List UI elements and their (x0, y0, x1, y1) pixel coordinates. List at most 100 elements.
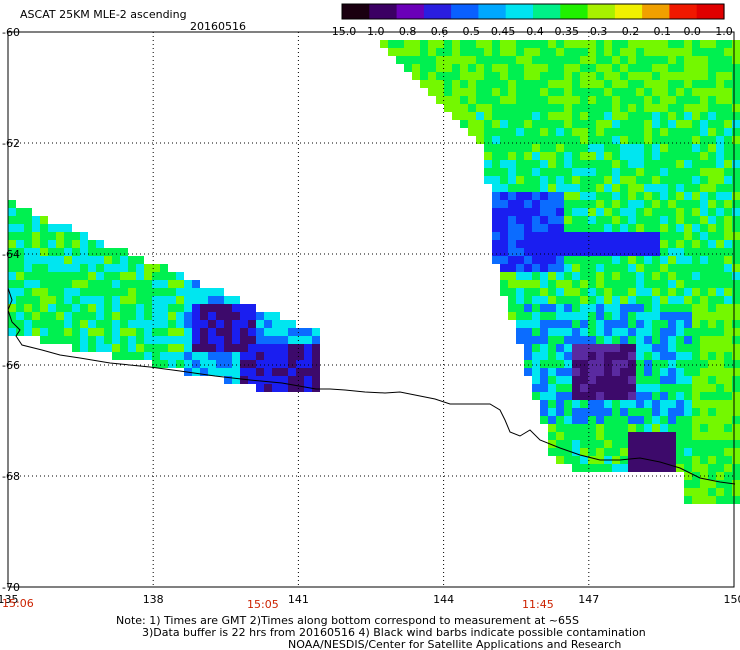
colorbar-swatch (505, 4, 534, 19)
swath-cell (248, 368, 256, 376)
swath-cell (572, 440, 580, 448)
swath-cell (580, 232, 588, 240)
swath-cell (644, 96, 652, 104)
swath-cell (636, 376, 644, 384)
swath-cell (604, 400, 612, 408)
swath-cell (72, 328, 80, 336)
swath-cell (604, 280, 612, 288)
swath-cell (644, 296, 652, 304)
swath-cell (660, 240, 668, 248)
colorbar-swatch (696, 4, 725, 19)
swath-cell (80, 296, 88, 304)
swath-cell (548, 48, 556, 56)
swath-cell (652, 176, 660, 184)
swath-cell (708, 432, 716, 440)
swath-cell (572, 48, 580, 56)
swath-cell (452, 40, 460, 48)
swath-cell (732, 120, 740, 128)
swath-cell (684, 464, 692, 472)
swath-cell (532, 152, 540, 160)
swath-cell (232, 376, 240, 384)
swath-cell (272, 320, 280, 328)
swath-cell (460, 112, 468, 120)
swath-cell (628, 248, 636, 256)
swath-cell (676, 72, 684, 80)
swath-cell (112, 296, 120, 304)
swath-cell (620, 64, 628, 72)
swath-cell (508, 224, 516, 232)
swath-cell (732, 424, 740, 432)
swath-cell (484, 72, 492, 80)
swath-cell (612, 104, 620, 112)
swath-cell (628, 96, 636, 104)
swath-cell (248, 328, 256, 336)
swath-cell (700, 48, 708, 56)
swath-cell (136, 256, 144, 264)
swath-cell (732, 376, 740, 384)
swath-cell (716, 96, 724, 104)
swath-cell (644, 320, 652, 328)
swath-cell (732, 408, 740, 416)
swath-cell (516, 224, 524, 232)
swath-cell (572, 416, 580, 424)
swath-cell (692, 200, 700, 208)
swath-cell (636, 184, 644, 192)
swath-cell (48, 264, 56, 272)
swath-cell (660, 144, 668, 152)
swath-cell (604, 384, 612, 392)
swath-cell (708, 136, 716, 144)
swath-cell (676, 232, 684, 240)
swath-cell (40, 304, 48, 312)
swath-cell (580, 248, 588, 256)
swath-cell (652, 112, 660, 120)
swath-cell (636, 256, 644, 264)
longitude-labels: 135138141144147150 (0, 593, 740, 606)
swath-cell (484, 128, 492, 136)
swath-cell (572, 264, 580, 272)
swath-cell (548, 40, 556, 48)
swath-cell (88, 304, 96, 312)
swath-cell (596, 88, 604, 96)
swath-cell (692, 304, 700, 312)
swath-cell (700, 56, 708, 64)
swath-cell (596, 192, 604, 200)
swath-cell (524, 312, 532, 320)
swath-cell (500, 264, 508, 272)
swath-cell (80, 344, 88, 352)
swath-cell (692, 296, 700, 304)
swath-cell (452, 72, 460, 80)
swath-cell (484, 40, 492, 48)
swath-cell (692, 216, 700, 224)
swath-cell (692, 312, 700, 320)
swath-cell (700, 288, 708, 296)
swath-cell (644, 408, 652, 416)
swath-cell (572, 232, 580, 240)
swath-cell (16, 328, 24, 336)
swath-cell (548, 248, 556, 256)
swath-cell (88, 240, 96, 248)
swath-cell (716, 328, 724, 336)
swath-cell (652, 432, 660, 440)
swath-cell (572, 104, 580, 112)
swath-cell (476, 56, 484, 64)
swath-cell (580, 176, 588, 184)
swath-cell (644, 464, 652, 472)
swath-cell (80, 336, 88, 344)
swath-cell (500, 216, 508, 224)
swath-cell (708, 64, 716, 72)
swath-cell (532, 192, 540, 200)
swath-cell (548, 424, 556, 432)
swath-cell (612, 344, 620, 352)
swath-cell (540, 264, 548, 272)
swath-cell (564, 64, 572, 72)
swath-cell (620, 240, 628, 248)
swath-cell (660, 136, 668, 144)
swath-cell (700, 176, 708, 184)
swath-cell (588, 424, 596, 432)
swath-cell (660, 224, 668, 232)
swath-cell (436, 88, 444, 96)
swath-cell (588, 176, 596, 184)
swath-cell (644, 248, 652, 256)
swath-cell (628, 432, 636, 440)
swath-cell (468, 72, 476, 80)
